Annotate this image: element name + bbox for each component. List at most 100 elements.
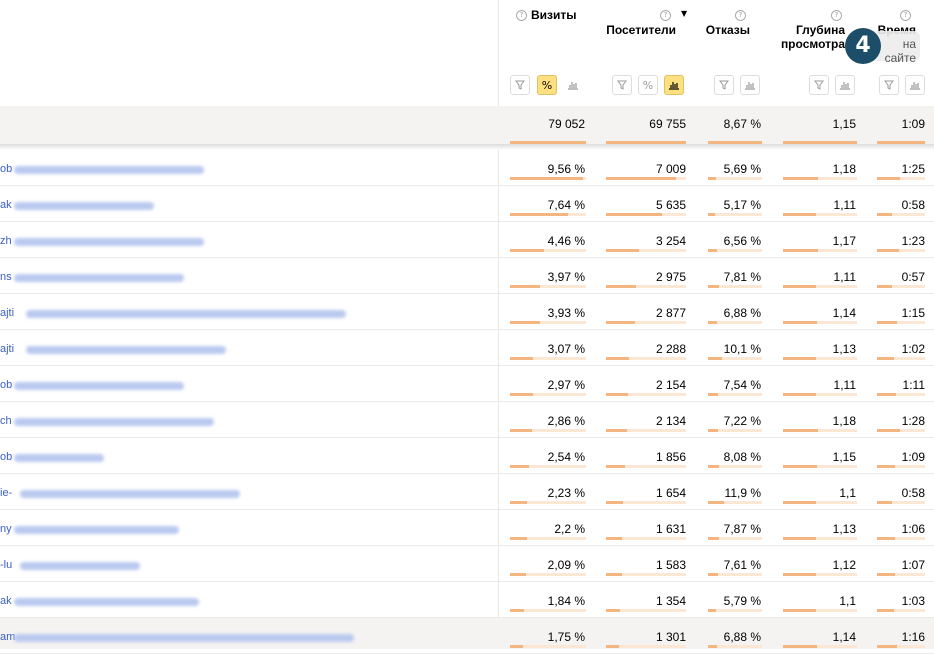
app-logo-icon[interactable]: 4 [845, 28, 881, 64]
visits-bar [510, 357, 533, 360]
column-header-visitors[interactable]: Посетители [606, 23, 676, 37]
cell-visitors: 1 654 [655, 486, 686, 500]
visitors-bar [606, 609, 620, 612]
row-dimension-prefix[interactable]: ak [0, 595, 12, 607]
row-dimension-prefix[interactable]: ny [0, 523, 12, 535]
time-bar-track [877, 249, 925, 252]
cell-depth: 1,1 [839, 486, 856, 500]
row-dimension-prefix[interactable]: ak [0, 199, 12, 211]
row-dimension-link[interactable] [14, 634, 354, 642]
depth-bar-track [783, 573, 857, 576]
row-dimension-link[interactable] [14, 382, 184, 390]
row-dimension-link[interactable] [14, 526, 179, 534]
row-dimension-link[interactable] [26, 346, 226, 354]
visits-bar-track [510, 393, 586, 396]
visitors-bar [606, 645, 619, 648]
percent-visitors-button[interactable]: % [638, 75, 658, 95]
row-dimension-link[interactable] [14, 418, 214, 426]
help-icon[interactable]: ? [516, 10, 527, 21]
column-header-depth-line2[interactable]: просмотра [780, 37, 845, 51]
cell-depth: 1,17 [832, 234, 856, 248]
visits-bar-track [510, 285, 586, 288]
help-icon[interactable]: ? [735, 10, 746, 21]
time-bar-track [877, 393, 925, 396]
cell-time: 1:16 [901, 630, 925, 644]
bounces-bar [708, 429, 718, 432]
row-dimension-link[interactable] [14, 202, 154, 210]
cell-visits: 2,2 % [554, 522, 585, 536]
row-dimension-link[interactable] [14, 454, 104, 462]
filter-bounces-button[interactable] [714, 75, 734, 95]
row-dimension-link[interactable] [14, 238, 204, 246]
help-icon[interactable]: ? [900, 10, 911, 21]
visitors-bar-track [606, 285, 686, 288]
cell-time: 0:58 [901, 486, 925, 500]
bars-visitors-button[interactable] [664, 75, 684, 95]
time-bar [877, 249, 899, 252]
row-dimension-prefix[interactable]: am [0, 631, 16, 643]
cell-bounces: 6,88 % [723, 306, 761, 320]
filter-visitors-button[interactable] [612, 75, 632, 95]
bars-visits-button[interactable] [563, 75, 583, 95]
bars-time-button[interactable] [905, 75, 925, 95]
bounces-bar-track [708, 213, 762, 216]
time-bar-track [877, 645, 925, 648]
total-time-bar [877, 141, 925, 144]
row-dimension-prefix[interactable]: ajti [0, 343, 15, 355]
visitors-bar [606, 465, 625, 468]
visitors-bar [606, 537, 622, 540]
row-dimension-prefix[interactable]: ob [0, 163, 13, 175]
row-dimension-link[interactable] [14, 598, 199, 606]
column-header-time-line2[interactable]: на [902, 37, 916, 51]
cell-time: 1:15 [901, 306, 925, 320]
bounces-bar-track [708, 573, 762, 576]
sort-desc-icon[interactable]: ▼ [681, 9, 688, 18]
row-divider [0, 545, 934, 546]
row-dimension-link[interactable] [14, 166, 204, 174]
row-dimension-link[interactable] [14, 274, 184, 282]
row-divider [0, 221, 934, 222]
cell-visits: 2,23 % [547, 486, 585, 500]
visits-bar [510, 609, 524, 612]
depth-bar [783, 285, 816, 288]
column-header-bounces[interactable]: Отказы [705, 23, 750, 37]
cell-visitors: 2 975 [655, 270, 686, 284]
bounces-bar [708, 321, 717, 324]
percent-visits-button[interactable]: % [537, 75, 557, 95]
column-header-time-line3[interactable]: сайте [884, 51, 916, 65]
column-header-visits[interactable]: Визиты [531, 8, 577, 22]
row-dimension-prefix[interactable]: ob [0, 451, 13, 463]
percent-icon: % [541, 78, 553, 92]
cell-bounces: 6,88 % [723, 630, 761, 644]
depth-bar-track [783, 537, 857, 540]
bounces-bar-track [708, 393, 762, 396]
row-dimension-prefix[interactable]: ie- [0, 487, 13, 499]
funnel-icon [814, 80, 824, 90]
row-dimension-prefix[interactable]: zh [0, 235, 12, 247]
bounces-bar-track [708, 609, 762, 612]
row-dimension-prefix[interactable]: ch [0, 415, 12, 427]
time-bar [877, 285, 892, 288]
bars-bounces-button[interactable] [740, 75, 760, 95]
cell-time: 1:09 [901, 450, 925, 464]
column-header-depth-line1[interactable]: Глубина [795, 23, 845, 37]
row-dimension-prefix[interactable]: -lu [0, 559, 13, 571]
help-icon[interactable]: ? [660, 10, 671, 21]
row-dimension-link[interactable] [20, 490, 240, 498]
cell-visits: 4,46 % [547, 234, 585, 248]
row-dimension-link[interactable] [26, 310, 346, 318]
filter-visits-button[interactable] [510, 75, 530, 95]
row-dimension-prefix[interactable]: ajti [0, 307, 15, 319]
cell-time: 1:11 [902, 378, 925, 392]
bars-depth-button[interactable] [835, 75, 855, 95]
visits-bar-track [510, 609, 586, 612]
help-icon[interactable]: ? [831, 10, 842, 21]
row-dimension-prefix[interactable]: ns [0, 271, 12, 283]
filter-time-button[interactable] [879, 75, 899, 95]
row-dimension-prefix[interactable]: ob [0, 379, 13, 391]
filter-depth-button[interactable] [809, 75, 829, 95]
funnel-icon [719, 80, 729, 90]
row-dimension-link[interactable] [20, 562, 140, 570]
bar-chart-icon [840, 82, 850, 90]
row-divider [0, 257, 934, 258]
